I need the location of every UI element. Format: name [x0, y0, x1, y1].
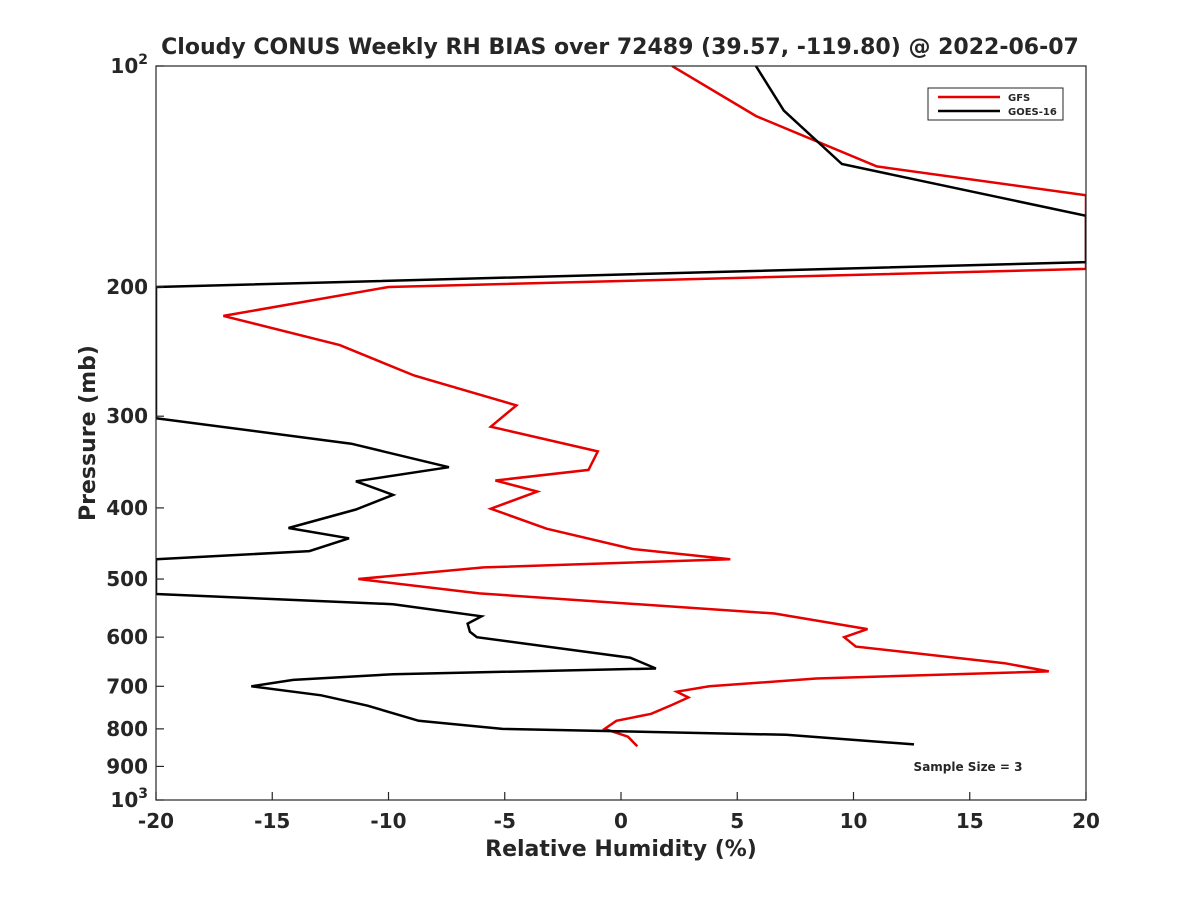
x-tick-label: 15: [956, 809, 984, 833]
x-tick-label: 10: [840, 809, 868, 833]
y-tick-label: 900: [106, 754, 148, 778]
legend: GFS GOES-16: [927, 87, 1064, 121]
x-axis: -20 -15 -10 -5 0 5 10 15 20: [138, 792, 1100, 833]
x-tick-label: 20: [1072, 809, 1100, 833]
y-tick-label: 400: [106, 496, 148, 520]
legend-label-goes16: GOES-16: [1008, 107, 1057, 118]
y-tick-label: 800: [106, 717, 148, 741]
x-tick-label: -10: [370, 809, 406, 833]
y-tick-label: 200: [106, 275, 148, 299]
y-tick-label: 102: [110, 52, 148, 78]
x-tick-label: 5: [730, 809, 744, 833]
x-tick-label: 0: [614, 809, 628, 833]
y-tick-label: 500: [106, 567, 148, 591]
sample-size-annotation: Sample Size = 3: [914, 760, 1023, 774]
x-tick-label: -15: [254, 809, 290, 833]
y-tick-label: 700: [106, 674, 148, 698]
legend-box: [927, 87, 1064, 121]
series-line-gfs: [223, 66, 1086, 748]
x-axis-label: Relative Humidity (%): [485, 837, 757, 862]
series-layer: [156, 66, 1086, 748]
series-line-goes16: [156, 66, 1086, 746]
legend-label-gfs: GFS: [1008, 93, 1030, 104]
chart-title: Cloudy CONUS Weekly RH BIAS over 72489 (…: [161, 35, 1079, 60]
x-tick-label: -20: [138, 809, 174, 833]
y-tick-label: 600: [106, 625, 148, 649]
y-tick-label: 300: [106, 404, 148, 428]
x-tick-label: -5: [494, 809, 516, 833]
y-axis-label: Pressure (mb): [76, 345, 101, 521]
